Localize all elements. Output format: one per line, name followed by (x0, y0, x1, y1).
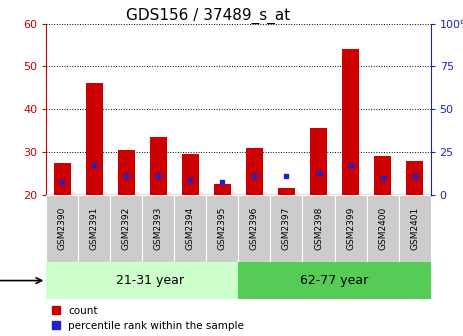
Text: GSM2400: GSM2400 (378, 207, 387, 250)
Bar (342, 49, 359, 195)
Bar (238, 262, 431, 299)
Text: GSM2398: GSM2398 (314, 207, 323, 250)
Bar (399, 195, 431, 262)
Text: GSM2397: GSM2397 (282, 207, 291, 250)
Bar (175, 195, 206, 262)
Bar (46, 262, 238, 299)
Bar (238, 195, 270, 262)
Bar (278, 188, 295, 195)
Bar (150, 137, 167, 195)
Text: GSM2395: GSM2395 (218, 207, 227, 250)
Bar (206, 195, 238, 262)
Text: GSM2399: GSM2399 (346, 207, 355, 250)
Bar (54, 163, 71, 195)
Bar (270, 195, 302, 262)
Bar (118, 150, 135, 195)
Bar (78, 195, 110, 262)
Text: 21-31 year: 21-31 year (116, 274, 184, 287)
Bar (213, 184, 231, 195)
Bar (110, 195, 143, 262)
Bar (374, 156, 391, 195)
Text: 62-77 year: 62-77 year (300, 274, 369, 287)
Text: GSM2394: GSM2394 (186, 207, 195, 250)
Text: GSM2401: GSM2401 (410, 207, 419, 250)
Bar (302, 195, 334, 262)
Bar (406, 161, 423, 195)
Title: GDS156 / 37489_s_at: GDS156 / 37489_s_at (125, 7, 290, 24)
Bar (367, 195, 399, 262)
Text: GSM2393: GSM2393 (154, 207, 163, 250)
Bar (335, 195, 367, 262)
Bar (181, 154, 199, 195)
Text: GSM2396: GSM2396 (250, 207, 259, 250)
Bar (46, 195, 78, 262)
Text: GSM2392: GSM2392 (122, 207, 131, 250)
Bar (246, 148, 263, 195)
Bar (86, 84, 103, 195)
Bar (143, 195, 175, 262)
Text: GSM2391: GSM2391 (90, 207, 99, 250)
Bar (310, 128, 327, 195)
Text: GSM2390: GSM2390 (58, 207, 67, 250)
Legend: count, percentile rank within the sample: count, percentile rank within the sample (51, 305, 244, 331)
